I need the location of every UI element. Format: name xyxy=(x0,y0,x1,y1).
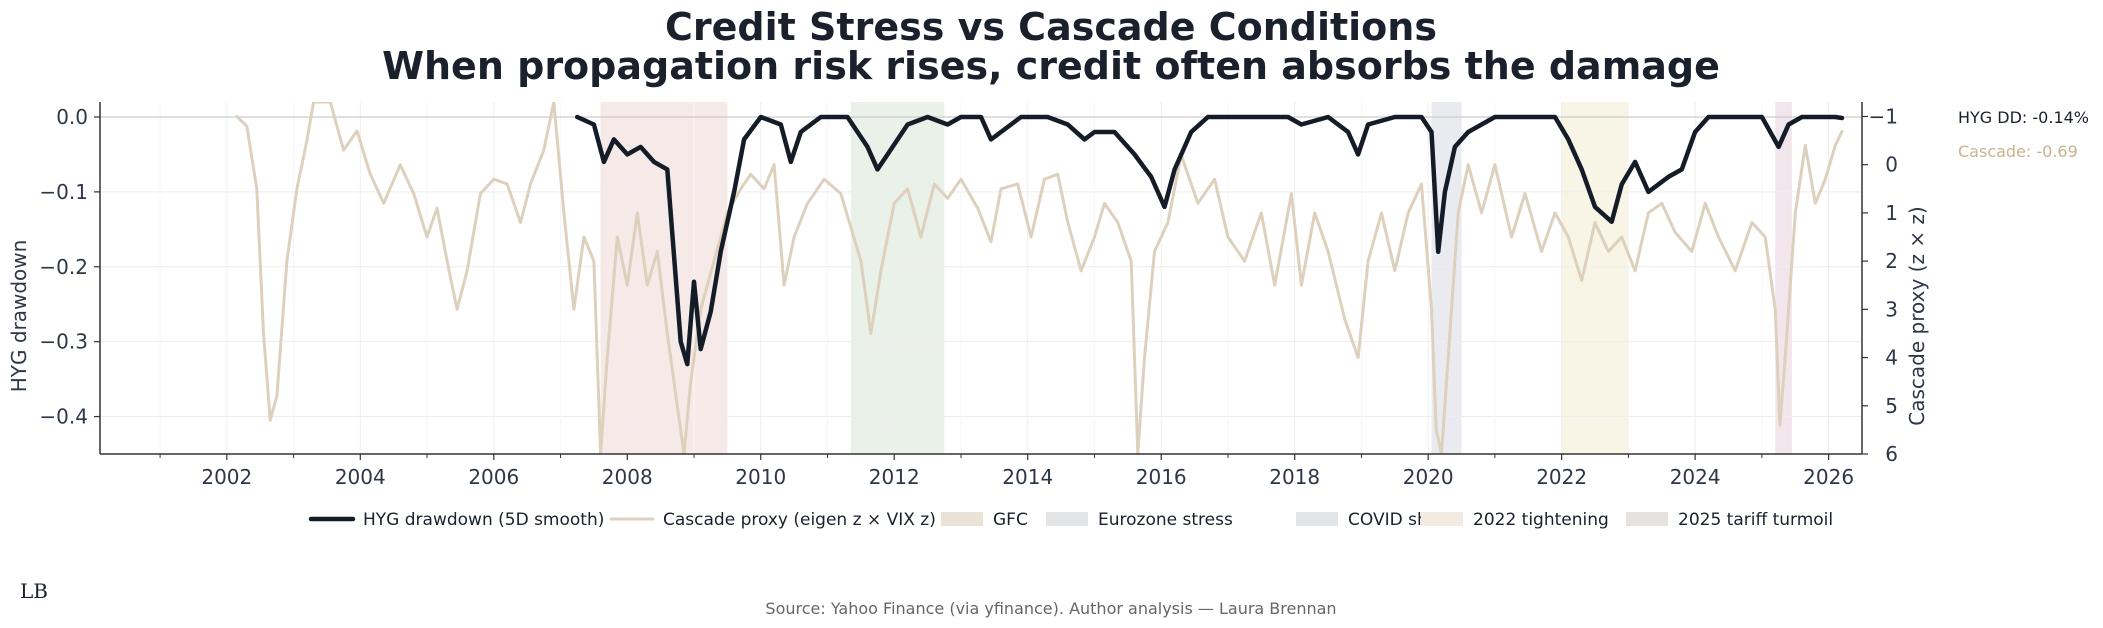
x-tick-label: 2016 xyxy=(1136,465,1187,489)
legend-swatch-patch xyxy=(1626,512,1668,526)
series-layer xyxy=(235,102,1845,454)
x-tick-label: 2008 xyxy=(602,465,653,489)
legend-label: 2025 tariff turmoil xyxy=(1678,510,1833,530)
shaded-region-0 xyxy=(600,102,728,454)
legend-swatch-patch xyxy=(1296,512,1338,526)
y-right-tick-label: 5 xyxy=(1885,394,1898,418)
y-right-tick-label: 1 xyxy=(1885,201,1898,225)
x-tick-label: 2024 xyxy=(1670,465,1721,489)
shaded-region-1 xyxy=(850,102,945,454)
legend-label: Cascade proxy (eigen z × VIX z) xyxy=(663,510,936,530)
x-tick-label: 2012 xyxy=(869,465,920,489)
author-logo: LB xyxy=(20,579,48,603)
cascade-proxy-line xyxy=(235,102,1844,454)
y-left-tick-label: 0.0 xyxy=(56,105,88,129)
y-axis-right-label: Cascade proxy (z × z) xyxy=(1905,206,1929,425)
x-tick-label: 2020 xyxy=(1403,465,1454,489)
shaded-region-3 xyxy=(1561,102,1629,454)
legend: HYG drawdown (5D smooth) Cascade proxy (e… xyxy=(308,510,1833,530)
hyg-last-value-annotation: HYG DD: -0.14% xyxy=(1958,108,2089,127)
y-right-tick-label: 4 xyxy=(1885,346,1898,370)
y-left-tick-label: −0.2 xyxy=(39,255,88,279)
chart-title-line2: When propagation risk rises, credit ofte… xyxy=(382,44,1720,88)
y-right-tick-label: 3 xyxy=(1885,297,1898,321)
shaded-regions xyxy=(600,102,1792,454)
shaded-region-4 xyxy=(1775,102,1792,454)
x-tick-label: 2022 xyxy=(1536,465,1587,489)
legend-label: HYG drawdown (5D smooth) xyxy=(363,510,604,530)
y-right-tick-label: −1 xyxy=(1869,104,1898,128)
y-right-tick-label: 2 xyxy=(1885,249,1898,273)
y-left-tick-label: −0.4 xyxy=(39,405,88,429)
legend-swatch-patch xyxy=(941,512,983,526)
x-tick-label: 2018 xyxy=(1269,465,1320,489)
y-left-tick-label: −0.3 xyxy=(39,330,88,354)
hyg-drawdown-line xyxy=(574,114,1845,367)
y-left-tick-label: −0.1 xyxy=(39,180,88,204)
legend-label: GFC xyxy=(993,510,1028,530)
legend-label: 2022 tightening xyxy=(1473,510,1609,530)
axes: 2002 2004 2006 2008 2010 2012 2014 2016 2018 2020… xyxy=(39,102,1898,489)
x-tick-label: 2004 xyxy=(335,465,386,489)
cascade-last-value-annotation: Cascade: -0.69 xyxy=(1958,142,2078,161)
x-tick-label: 2026 xyxy=(1803,465,1854,489)
chart-title-line1: Credit Stress vs Cascade Conditions xyxy=(665,5,1437,49)
x-tick-label: 2010 xyxy=(735,465,786,489)
y-right-tick-label: 6 xyxy=(1885,442,1898,466)
source-note: Source: Yahoo Finance (via yfinance). Au… xyxy=(765,599,1336,618)
legend-swatch-patch xyxy=(1421,512,1463,526)
legend-label: Eurozone stress xyxy=(1098,510,1233,530)
y-right-tick-label: 0 xyxy=(1885,153,1898,177)
x-tick-label: 2014 xyxy=(1002,465,1053,489)
y-axis-left-label: HYG drawdown xyxy=(7,240,31,393)
x-tick-label: 2002 xyxy=(201,465,252,489)
x-tick-label: 2006 xyxy=(468,465,519,489)
legend-swatch-patch xyxy=(1046,512,1088,526)
